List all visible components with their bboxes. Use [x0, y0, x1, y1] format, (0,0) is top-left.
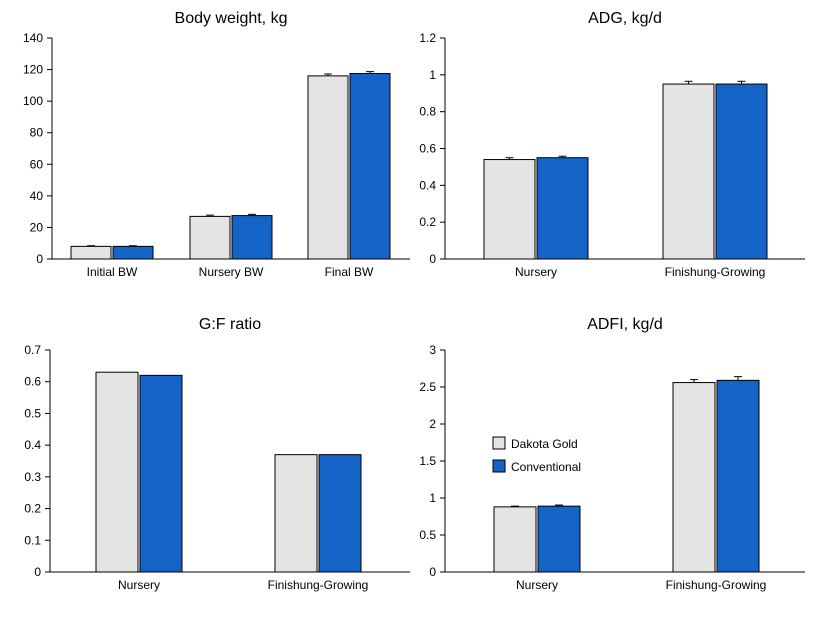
gf-ratio-bar-conventional — [318, 454, 362, 573]
body-weight-panel: Body weight, kg 0 20 40 60 80 100 120 140 Initial… — [23, 10, 410, 279]
adg-category-label: Finishung-Growing — [665, 265, 766, 279]
adg-y-tick-label: 0.4 — [419, 178, 436, 192]
body-weight-bar-dakota-gold — [70, 245, 112, 260]
adg-category-label: Nursery — [515, 265, 557, 279]
gf-ratio-y-tick-label: 0.1 — [24, 533, 41, 547]
adfi-y-tick-label: 0.5 — [419, 528, 436, 542]
adfi-y-tick-label: 0 — [429, 565, 436, 579]
gf-ratio-category-label: Finishung-Growing — [268, 578, 369, 592]
body-weight-bar-conventional — [349, 73, 391, 260]
body-weight-chart-title: Body weight, kg — [175, 10, 288, 27]
body-weight-y-tick-label: 100 — [23, 94, 43, 108]
gf-ratio-chart-title: G:F ratio — [199, 316, 261, 333]
legend-swatch-dakota-gold — [492, 436, 506, 450]
adfi-y-tick-label: 2 — [429, 417, 436, 431]
body-weight-category-label: Nursery BW — [199, 265, 264, 279]
body-weight-y-tick-label: 120 — [23, 63, 43, 77]
adfi-y-tick-label: 1.5 — [419, 454, 436, 468]
body-weight-y-tick-label: 40 — [30, 189, 44, 203]
adg-bar-dakota-gold — [662, 83, 715, 260]
adfi-bar-dakota-gold — [672, 382, 716, 573]
adfi-bar-dakota-gold — [493, 506, 537, 573]
adg-bar-dakota-gold — [483, 159, 536, 260]
body-weight-bar-dakota-gold — [307, 75, 349, 260]
adg-y-tick-label: 0.2 — [419, 215, 436, 229]
adg-y-tick-label: 0.6 — [419, 142, 436, 156]
adg-panel: ADG, kg/d 0 0.2 0.4 0.6 0.8 1 1.2 Nursery Finishu… — [419, 10, 805, 279]
legend-label-conventional: Conventional — [511, 460, 581, 474]
adfi-y-tick-label: 2.5 — [419, 380, 436, 394]
adfi-y-tick-label: 1 — [429, 491, 436, 505]
gf-ratio-y-tick-label: 0.7 — [24, 343, 41, 357]
gf-ratio-y-tick-label: 0.6 — [24, 375, 41, 389]
gf-ratio-y-tick-label: 0.3 — [24, 470, 41, 484]
adg-y-tick-label: 0 — [429, 252, 436, 266]
body-weight-y-tick-label: 140 — [23, 31, 43, 45]
adfi-category-label: Nursery — [516, 578, 558, 592]
gf-ratio-panel: G:F ratio 0 0.1 0.2 0.3 0.4 0.5 0.6 0.7 Nursery Fi… — [24, 316, 410, 592]
gf-ratio-y-tick-label: 0.5 — [24, 406, 41, 420]
body-weight-y-tick-label: 80 — [30, 126, 44, 140]
body-weight-category-label: Final BW — [325, 265, 374, 279]
gf-ratio-category-label: Nursery — [118, 578, 160, 592]
adfi-y-tick-label: 3 — [429, 343, 436, 357]
adg-y-tick-label: 0.8 — [419, 105, 436, 119]
gf-ratio-bar-dakota-gold — [274, 454, 318, 573]
adfi-panel: ADFI, kg/d 0 0.5 1 1.5 2 2.5 3 Nursery Finishung-… — [419, 316, 805, 592]
adfi-chart-title: ADFI, kg/d — [587, 316, 663, 333]
adg-chart-title: ADG, kg/d — [588, 10, 662, 27]
adg-y-tick-label: 1.2 — [419, 31, 436, 45]
adg-bar-conventional — [715, 83, 768, 260]
gf-ratio-bar-dakota-gold — [95, 371, 139, 573]
body-weight-y-tick-label: 0 — [36, 252, 43, 266]
gf-ratio-bar-conventional — [139, 374, 183, 573]
adfi-bar-conventional — [716, 379, 760, 573]
body-weight-bar-conventional — [112, 245, 154, 260]
body-weight-bar-dakota-gold — [189, 215, 231, 260]
adg-bar-conventional — [536, 157, 589, 260]
gf-ratio-y-tick-label: 0.4 — [24, 438, 41, 452]
body-weight-y-tick-label: 60 — [30, 157, 44, 171]
legend-swatch-conventional — [492, 459, 506, 473]
gf-ratio-y-tick-label: 0.2 — [24, 502, 41, 516]
legend-label-dakota-gold: Dakota Gold — [511, 437, 578, 451]
adg-y-tick-label: 1 — [429, 68, 436, 82]
gf-ratio-y-tick-label: 0 — [34, 565, 41, 579]
adfi-category-label: Finishung-Growing — [666, 578, 767, 592]
body-weight-bar-conventional — [231, 215, 273, 260]
body-weight-y-tick-label: 20 — [30, 220, 44, 234]
body-weight-category-label: Initial BW — [87, 265, 138, 279]
adfi-bar-conventional — [537, 505, 581, 573]
